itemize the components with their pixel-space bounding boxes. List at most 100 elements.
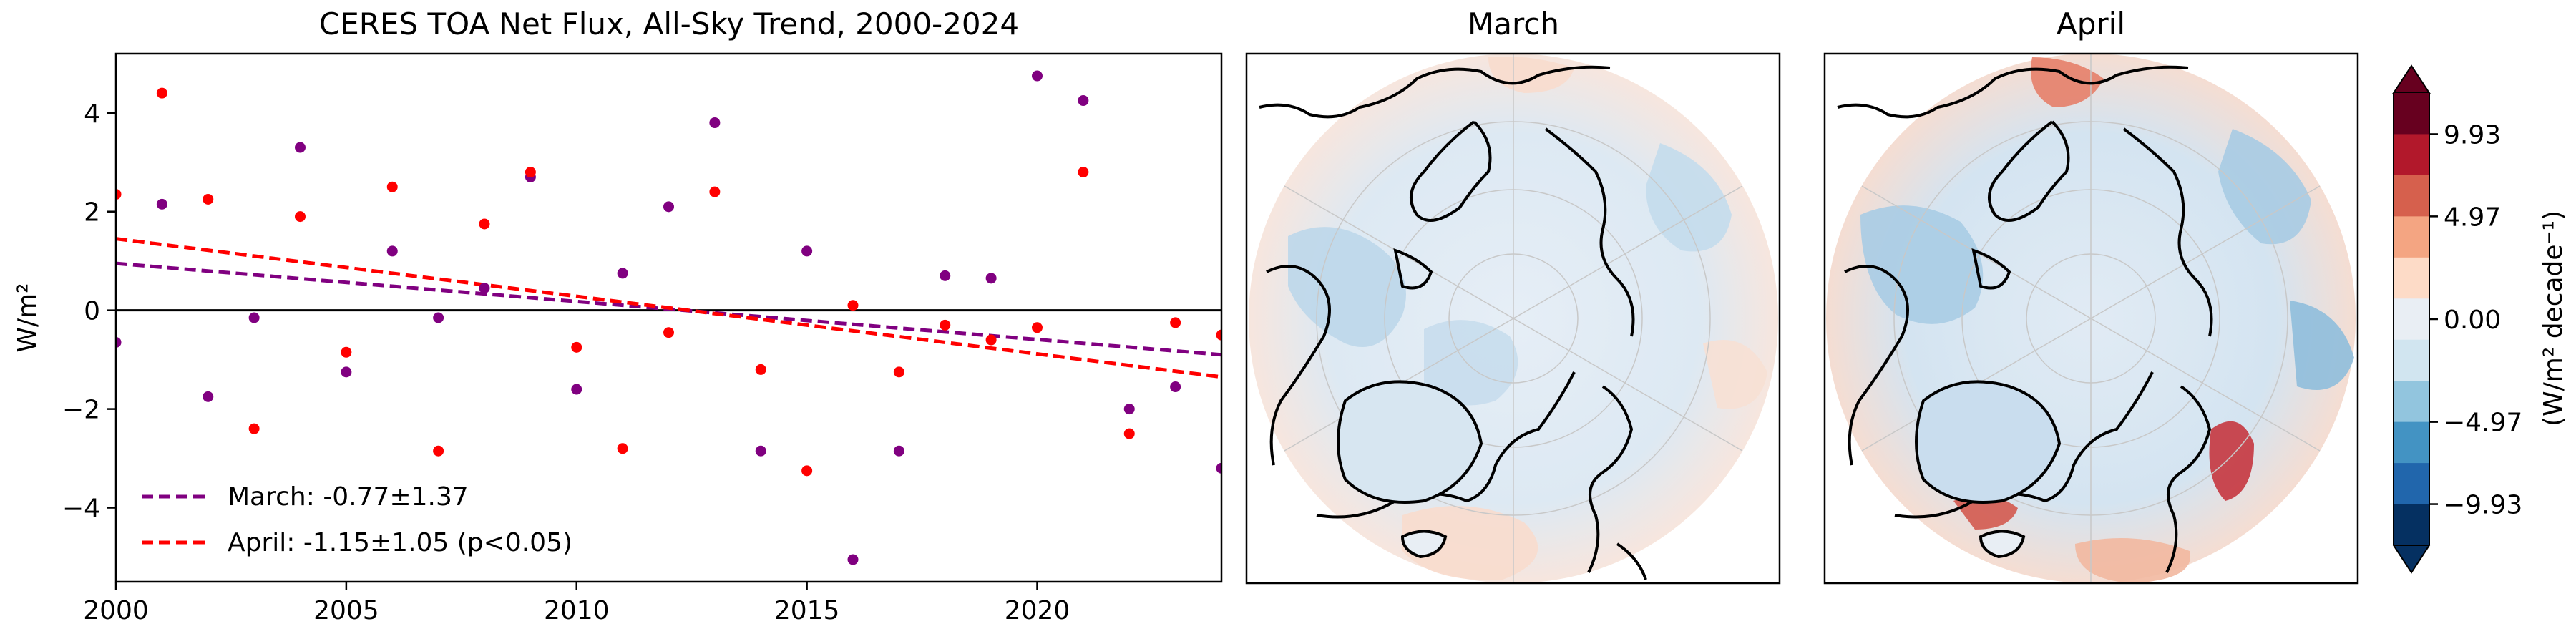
point-march <box>156 198 167 210</box>
point-april <box>248 423 260 434</box>
colorbar-segment <box>2394 381 2429 423</box>
y-tick-label: −2 <box>62 396 100 425</box>
x-tick-label: 2010 <box>544 596 610 625</box>
point-april <box>1078 167 1089 178</box>
y-tick-label: −4 <box>62 494 100 524</box>
x-tick-label: 2005 <box>313 596 379 625</box>
point-april <box>1216 329 1221 341</box>
point-april <box>985 334 997 346</box>
point-march <box>1170 381 1181 393</box>
point-april <box>525 167 536 178</box>
time-series-panel: CERES TOA Net Flux, All-Sky Trend, 2000-… <box>13 6 1223 625</box>
april-patch-south <box>2075 538 2190 583</box>
trend-line-april <box>116 237 1221 379</box>
point-april <box>709 186 721 197</box>
april-map-title: April <box>2057 6 2125 42</box>
colorbar-segment <box>2394 339 2429 381</box>
april-patch-eurasia <box>2218 129 2311 245</box>
colorbar-label: (W/m² decade⁻¹) <box>2539 210 2568 426</box>
april-map-panel: April <box>1823 6 2359 585</box>
april-map-frame <box>1823 52 2359 585</box>
point-april <box>1123 428 1135 439</box>
colorbar-segment <box>2394 93 2429 135</box>
point-april <box>341 346 352 358</box>
point-march <box>1123 404 1135 415</box>
plot-frame <box>114 52 1223 583</box>
point-april <box>663 327 674 338</box>
point-march <box>341 366 352 378</box>
point-april <box>617 443 628 454</box>
colorbar-extend-min <box>2392 545 2431 574</box>
colorbar-segment <box>2394 175 2429 217</box>
march-greenland <box>1337 380 1483 504</box>
march-patch-eurasia <box>1646 143 1732 252</box>
march-map-title: March <box>1468 6 1559 42</box>
colorbar-segment <box>2394 134 2429 176</box>
y-tick-label: 2 <box>84 198 100 228</box>
point-april <box>1032 322 1043 333</box>
colorbar-segment <box>2394 463 2429 505</box>
point-march <box>801 245 813 257</box>
point-april <box>203 193 214 205</box>
point-april <box>386 181 398 192</box>
april-patch-pacific-blue <box>2290 301 2354 390</box>
point-march <box>709 117 721 129</box>
chart-title: CERES TOA Net Flux, All-Sky Trend, 2000-… <box>319 6 1019 42</box>
point-april <box>156 87 167 99</box>
march-map-panel: March <box>1245 6 1781 585</box>
point-april <box>433 445 444 457</box>
point-march <box>571 384 582 395</box>
colorbar-tick-label: 4.97 <box>2444 203 2501 232</box>
point-march <box>116 336 122 348</box>
point-april <box>116 189 122 200</box>
colorbar-extend-max <box>2392 64 2431 94</box>
point-march <box>847 554 859 565</box>
point-april <box>295 211 306 223</box>
march-patch-arctic <box>1424 320 1518 406</box>
march-patch-canada <box>1288 227 1406 347</box>
point-march <box>1216 462 1221 474</box>
point-march <box>663 201 674 213</box>
colorbar-segment <box>2394 504 2429 546</box>
colorbar-segment <box>2394 298 2429 341</box>
point-april <box>571 341 582 353</box>
point-march <box>755 445 766 457</box>
march-coastlines <box>1259 65 1647 580</box>
point-march <box>248 312 260 323</box>
point-april <box>1170 317 1181 328</box>
point-march <box>386 245 398 257</box>
colorbar-tick-label: 0.00 <box>2444 306 2501 335</box>
colorbar-segment <box>2394 216 2429 258</box>
point-march <box>1078 95 1089 107</box>
point-april <box>893 366 904 378</box>
point-march <box>893 445 904 457</box>
x-tick-label: 2015 <box>774 596 840 625</box>
march-patch-north-atlantic <box>1402 506 1538 580</box>
point-march <box>1032 70 1043 82</box>
point-march <box>617 268 628 279</box>
point-march <box>940 270 951 281</box>
point-april <box>801 465 813 477</box>
april-patch-canada <box>1860 205 1984 324</box>
colorbar-tick-label: −9.93 <box>2444 491 2522 520</box>
y-tick-label: 0 <box>84 297 100 326</box>
point-march <box>479 283 490 294</box>
point-april <box>755 364 766 375</box>
legend-label-march: March: -0.77±1.37 <box>228 482 469 512</box>
point-april <box>940 319 951 331</box>
april-coastlines <box>1837 65 2213 573</box>
x-tick-label: 2000 <box>83 596 149 625</box>
colorbar-segment <box>2394 421 2429 464</box>
legend-label-april: April: -1.15±1.05 (p<0.05) <box>228 528 572 557</box>
y-tick-label: 4 <box>84 99 100 129</box>
april-patch-scandinavia-red <box>2209 421 2254 501</box>
colorbar-segment <box>2394 257 2429 299</box>
april-iceland <box>1979 530 2026 559</box>
april-greenland <box>1915 380 2062 504</box>
point-march <box>433 312 444 323</box>
colorbar: 9.93 4.97 0.00 −4.97 −9.93 (W/m² decade⁻¹) <box>2392 64 2568 574</box>
march-iceland <box>1400 530 1448 559</box>
x-tick-label: 2020 <box>1005 596 1070 625</box>
march-map-frame <box>1245 52 1781 585</box>
